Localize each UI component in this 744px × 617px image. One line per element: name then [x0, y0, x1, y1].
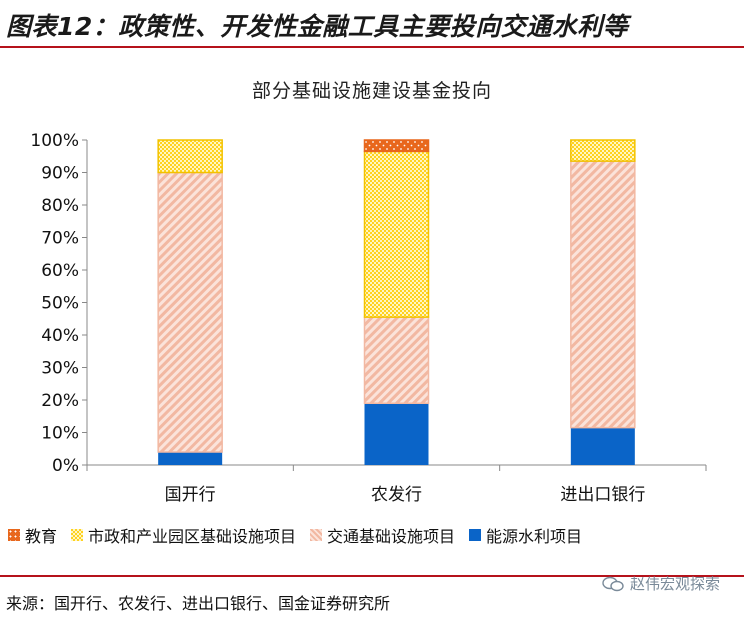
x-tick-label: 国开行 — [165, 485, 216, 505]
legend-label: 能源水利项目 — [486, 527, 583, 546]
x-axis: 国开行 农发行 进出口银行 — [86, 464, 707, 505]
legend: 教育 市政和产业园区基础设施项目 交通基础设施项目 能源水利项目 — [8, 523, 596, 547]
y-tick-label: 20% — [41, 391, 79, 411]
y-tick-label: 10% — [41, 424, 79, 444]
x-tick-label: 进出口银行 — [560, 485, 645, 505]
bar-segment — [570, 160, 636, 429]
y-axis: 0% 10% 20% 30% 40% 50% 60% 70% 80% 90% 100% — [30, 131, 88, 476]
bar-segment — [363, 139, 430, 153]
legend-swatch — [310, 529, 323, 541]
legend-item: 交通基础设施项目 — [310, 523, 455, 547]
y-tick-label: 70% — [41, 229, 79, 249]
y-tick-label: 40% — [41, 326, 79, 346]
bar-segment — [570, 139, 636, 162]
footer-divider — [0, 575, 744, 577]
legend-swatch — [469, 529, 482, 541]
bar-segment — [363, 150, 430, 318]
bars — [157, 139, 636, 465]
legend-item: 能源水利项目 — [469, 523, 582, 547]
bar-segment — [157, 139, 223, 174]
watermark: 赵伟宏观探索 — [602, 573, 720, 594]
wechat-icon — [602, 576, 624, 591]
watermark-text: 赵伟宏观探索 — [629, 575, 720, 593]
bar-segment — [364, 403, 429, 465]
x-tick-label: 农发行 — [371, 485, 422, 505]
y-tick-label: 90% — [41, 164, 79, 184]
header-divider — [0, 46, 744, 48]
legend-swatch — [71, 529, 84, 541]
legend-label: 市政和产业园区基础设施项目 — [88, 527, 297, 546]
y-tick-label: 50% — [41, 294, 79, 314]
y-tick-label: 100% — [30, 131, 79, 151]
report-header: 图表12：政策性、开发性金融工具主要投向交通水利等 — [0, 0, 744, 48]
y-tick-label: 30% — [41, 359, 79, 379]
chart-title: 部分基础设施建设基金投向 — [251, 80, 492, 102]
legend-item: 教育 — [8, 523, 57, 547]
y-tick-label: 80% — [41, 196, 79, 216]
bar-segment — [570, 427, 635, 465]
y-tick-label: 60% — [41, 261, 79, 281]
bar-segment — [158, 452, 223, 465]
legend-label: 教育 — [25, 527, 58, 546]
legend-label: 交通基础设施项目 — [327, 527, 456, 546]
figure-title: 图表12：政策性、开发性金融工具主要投向交通水利等 — [6, 12, 629, 41]
y-tick-label: 0% — [52, 456, 79, 476]
source-note: 来源：国开行、农发行、进出口银行、国金证券研究所 — [6, 594, 391, 613]
legend-item: 市政和产业园区基础设施项目 — [71, 523, 296, 547]
legend-swatch — [8, 529, 20, 541]
bar-segment — [363, 316, 430, 404]
bar-segment — [157, 171, 223, 453]
